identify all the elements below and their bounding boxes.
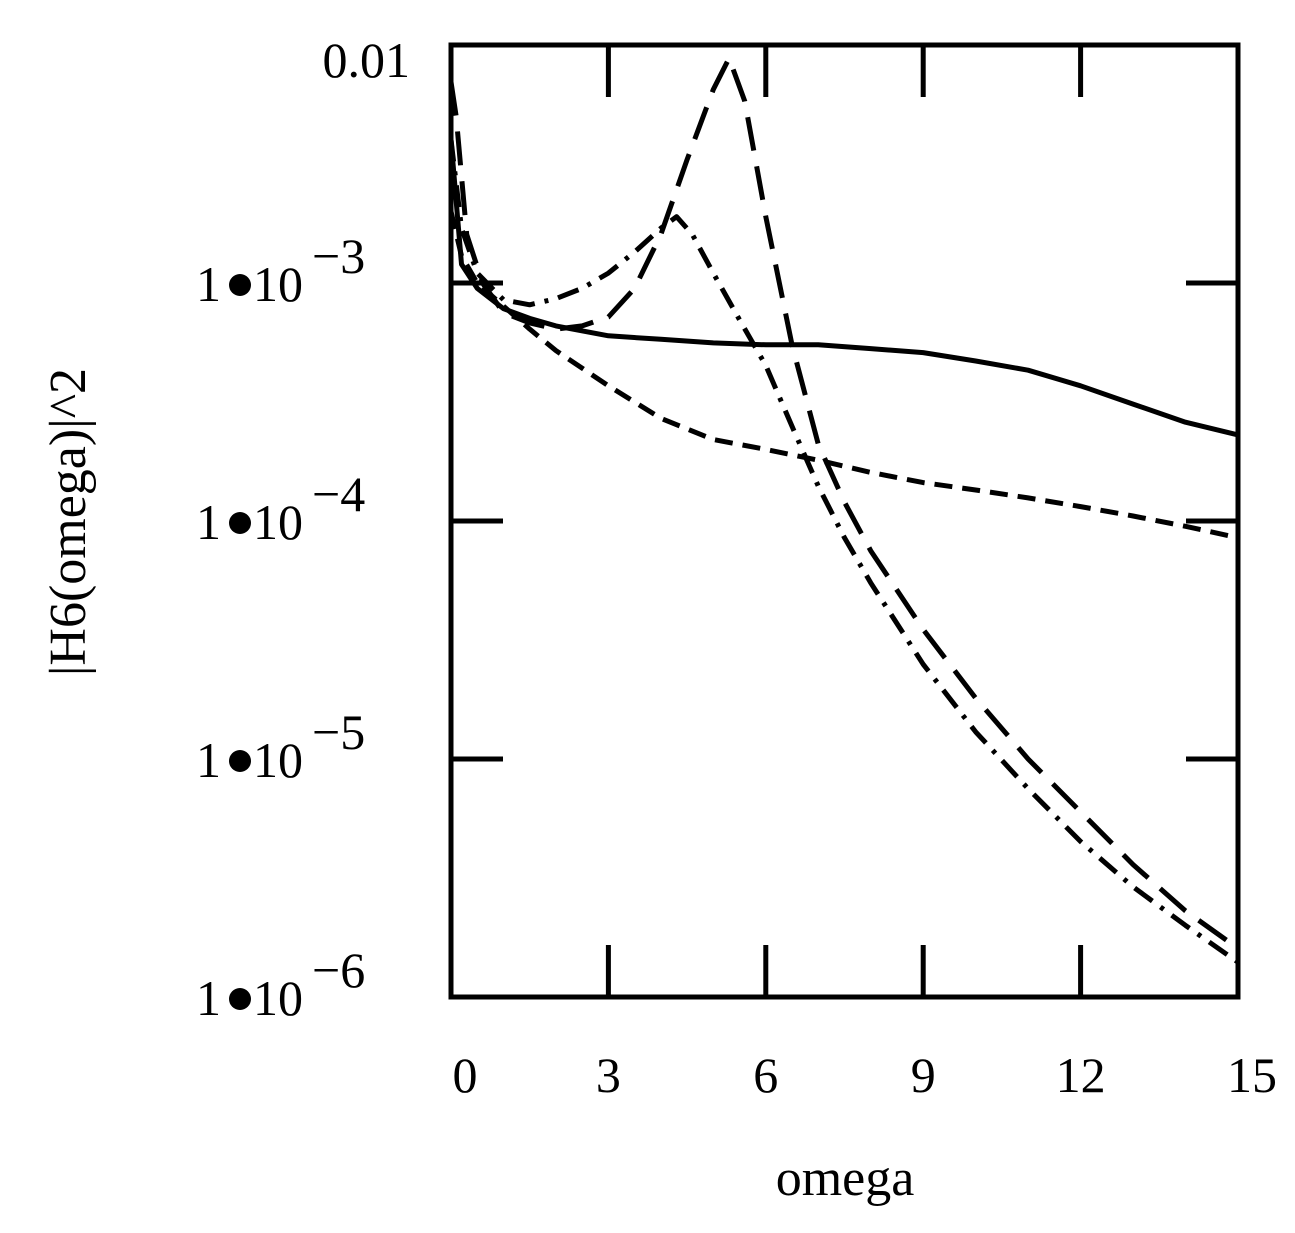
y-tick-dot-4: [229, 988, 251, 1010]
series-layer: [448, 55, 1240, 965]
y-tick-exponent-1: −3: [312, 228, 365, 284]
x-tick-label-3: 9: [911, 1047, 936, 1103]
y-axis-title: |H6(omega)|^2: [40, 368, 97, 676]
y-tick-base-1: 10: [253, 256, 303, 312]
x-tick-label-4: 12: [1056, 1047, 1106, 1103]
x-axis-title: omega: [776, 1150, 915, 1207]
y-tick-mantissa-1: 1: [196, 256, 221, 312]
y-tick-mantissa-4: 1: [196, 970, 221, 1026]
plot-frame: [448, 42, 1241, 1000]
y-tick-dot-2: [229, 512, 251, 534]
y-tick-exponent-3: −5: [312, 704, 365, 760]
y-tick-base-2: 10: [253, 494, 303, 550]
series-line-1: [448, 139, 1239, 438]
x-tick-label-2: 6: [753, 1047, 778, 1103]
series-line-3: [448, 139, 1240, 965]
y-tick-label-0: 0.01: [323, 32, 411, 88]
x-tick-label-0: 0: [453, 1047, 478, 1103]
y-tick-base-3: 10: [253, 732, 303, 788]
y-tick-dot-3: [229, 750, 251, 772]
y-tick-mantissa-3: 1: [196, 732, 221, 788]
x-tick-labels: 0 3 6 9 12 15: [453, 1047, 1278, 1103]
y-tick-exponent-2: −4: [312, 466, 365, 522]
y-tick-labels: 0.011 10 −31 10 −41 10 −51 10 −6: [196, 32, 410, 1026]
series-line-2: [448, 210, 1239, 541]
x-tick-label-1: 3: [596, 1047, 621, 1103]
y-tick-base-4: 10: [253, 970, 303, 1026]
tick-layer: [451, 45, 1238, 997]
y-tick-dot-1: [229, 274, 251, 296]
x-tick-label-5: 15: [1227, 1047, 1277, 1103]
y-tick-exponent-4: −6: [312, 942, 365, 998]
y-tick-mantissa-2: 1: [196, 494, 221, 550]
series-line-4: [448, 55, 1240, 951]
